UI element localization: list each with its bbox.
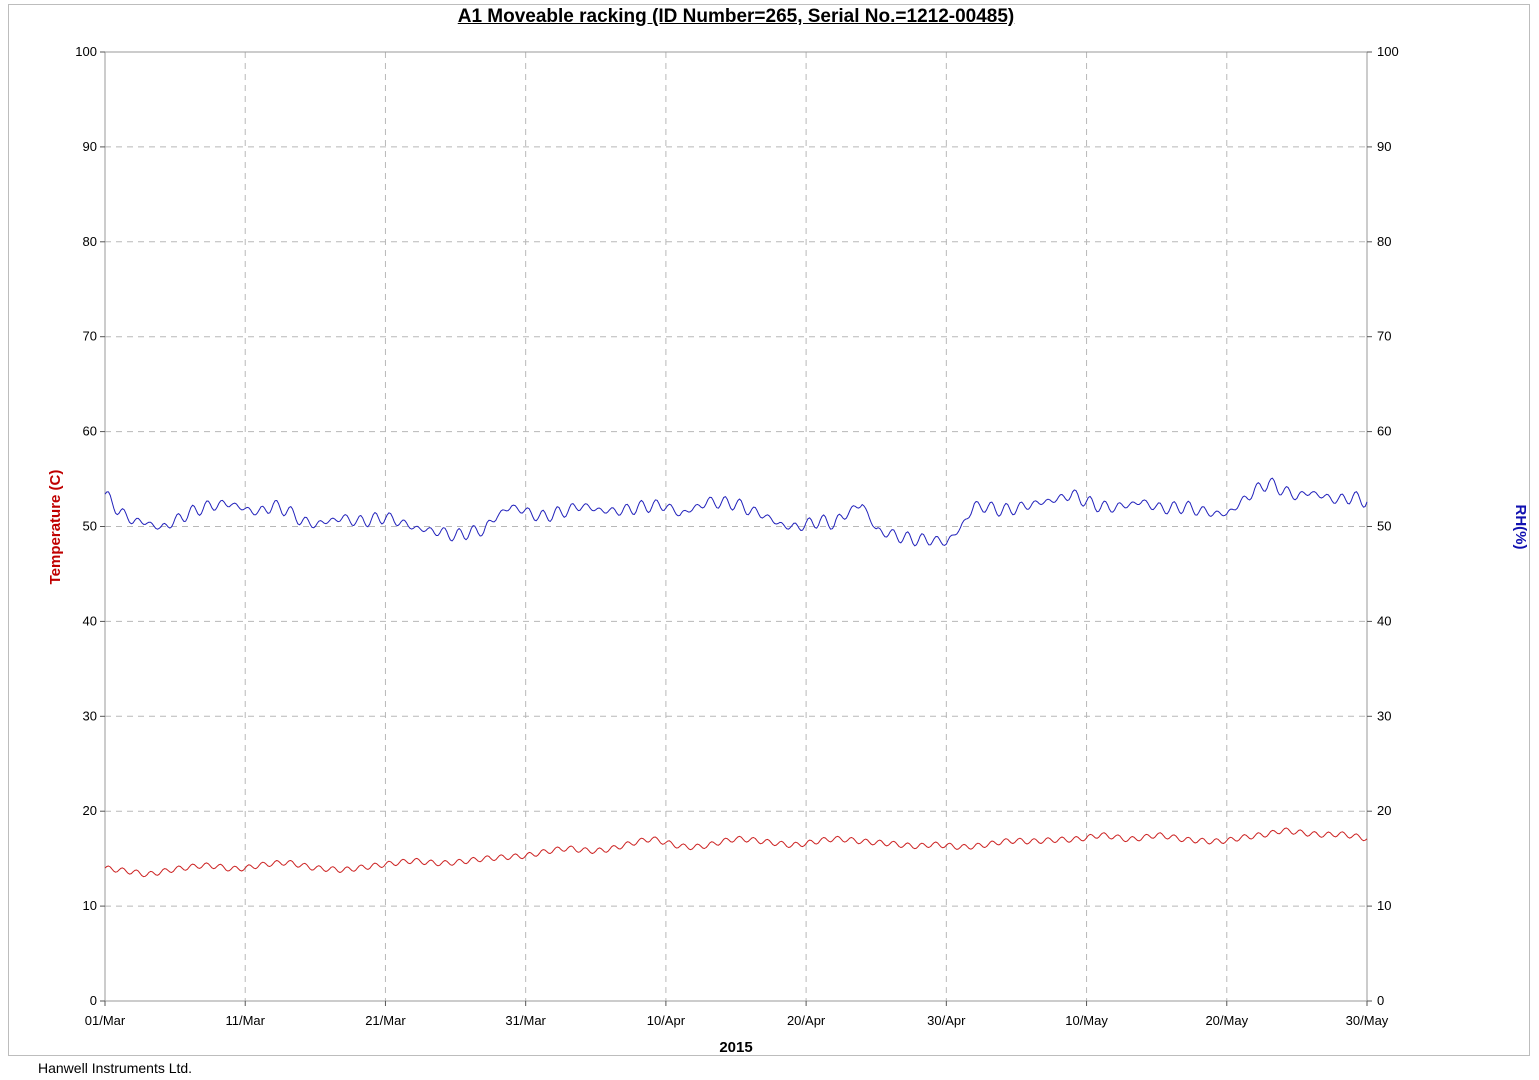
right-tick-label: 100 bbox=[1377, 44, 1399, 59]
left-tick-label: 20 bbox=[83, 803, 97, 818]
left-tick-label: 40 bbox=[83, 613, 97, 628]
left-tick-label: 100 bbox=[75, 44, 97, 59]
right-tick-label: 10 bbox=[1377, 898, 1391, 913]
right-tick-label: 20 bbox=[1377, 803, 1391, 818]
x-tick-label: 21/Mar bbox=[365, 1013, 406, 1028]
right-tick-label: 80 bbox=[1377, 234, 1391, 249]
x-tick-label: 20/May bbox=[1205, 1013, 1248, 1028]
chart-title: A1 Moveable racking (ID Number=265, Seri… bbox=[457, 6, 1015, 27]
x-axis-label: 2015 bbox=[719, 1039, 752, 1056]
left-tick-label: 90 bbox=[83, 139, 97, 154]
series-layer bbox=[104, 477, 1368, 878]
temperature-series-line bbox=[104, 827, 1368, 878]
x-axis-ticks: 01/Mar 11/Mar 21/Mar 31/Mar 10/Apr 20/Apr 30/A… bbox=[85, 1001, 1389, 1028]
x-tick-label: 10/Apr bbox=[647, 1013, 686, 1028]
right-tick-label: 70 bbox=[1377, 329, 1391, 344]
x-tick-label: 30/Apr bbox=[927, 1013, 966, 1028]
right-axis-ticks: 0 10 20 30 40 50 60 70 80 90 100 bbox=[1367, 44, 1399, 1008]
x-tick-label: 01/Mar bbox=[85, 1013, 126, 1028]
left-tick-label: 0 bbox=[90, 993, 97, 1008]
x-tick-label: 30/May bbox=[1346, 1013, 1389, 1028]
right-tick-label: 90 bbox=[1377, 139, 1391, 154]
chart-frame bbox=[8, 4, 1530, 1056]
x-tick-label: 20/Apr bbox=[787, 1013, 826, 1028]
left-tick-label: 30 bbox=[83, 708, 97, 723]
left-tick-label: 10 bbox=[83, 898, 97, 913]
left-tick-label: 60 bbox=[83, 424, 97, 439]
right-tick-label: 40 bbox=[1377, 613, 1391, 628]
x-tick-label: 31/Mar bbox=[505, 1013, 546, 1028]
right-tick-label: 50 bbox=[1377, 519, 1391, 534]
right-tick-label: 30 bbox=[1377, 708, 1391, 723]
footer-credit: Hanwell Instruments Ltd. bbox=[38, 1060, 193, 1076]
x-tick-label: 10/May bbox=[1065, 1013, 1108, 1028]
rh-series-line bbox=[104, 477, 1368, 547]
gridlines bbox=[105, 52, 1367, 1001]
left-tick-label: 70 bbox=[83, 329, 97, 344]
right-tick-label: 0 bbox=[1377, 993, 1384, 1008]
left-axis-label: Temperature (C) bbox=[47, 470, 64, 585]
right-axis-label: RH(%) bbox=[1512, 505, 1529, 550]
left-tick-label: 80 bbox=[83, 234, 97, 249]
left-axis-ticks: 0 10 20 30 40 50 60 70 80 90 100 bbox=[75, 44, 105, 1008]
right-tick-label: 60 bbox=[1377, 424, 1391, 439]
x-tick-label: 11/Mar bbox=[225, 1013, 265, 1028]
left-tick-label: 50 bbox=[83, 519, 97, 534]
